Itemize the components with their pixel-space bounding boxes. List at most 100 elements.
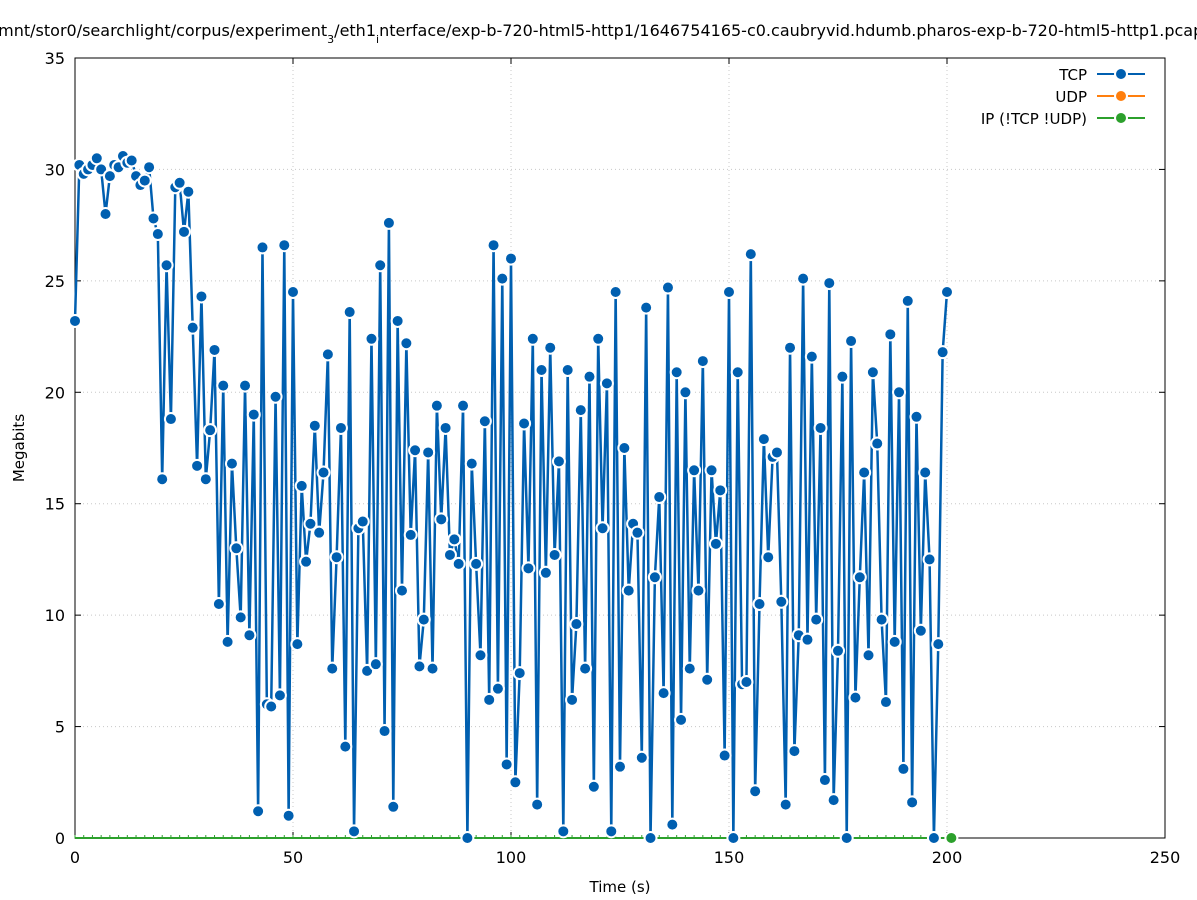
tcp-data-point bbox=[163, 412, 178, 427]
tcp-data-point bbox=[647, 570, 662, 585]
tcp-data-point bbox=[504, 251, 518, 266]
tcp-data-point bbox=[852, 570, 867, 585]
tcp-data-point bbox=[307, 418, 322, 433]
tcp-data-point bbox=[216, 378, 231, 393]
tcp-data-point bbox=[68, 313, 82, 328]
tcp-data-point bbox=[333, 420, 348, 435]
tcp-data-point bbox=[412, 659, 427, 674]
x-tick-label: 150 bbox=[714, 848, 745, 867]
tcp-data-point bbox=[940, 285, 954, 299]
tcp-data-point bbox=[787, 744, 802, 759]
tcp-data-point bbox=[98, 207, 113, 221]
legend-label: IP (!TCP !UDP) bbox=[981, 110, 1087, 128]
tcp-data-point bbox=[669, 365, 684, 380]
tcp-data-point bbox=[499, 757, 514, 772]
tcp-data-point bbox=[251, 804, 266, 819]
tcp-data-point bbox=[848, 690, 863, 705]
tcp-data-point bbox=[473, 648, 488, 663]
tcp-data-point bbox=[878, 695, 893, 710]
tcp-data-point bbox=[617, 441, 632, 455]
tcp-data-point bbox=[172, 175, 187, 190]
tcp-data-point bbox=[233, 610, 248, 625]
tcp-data-point bbox=[586, 779, 601, 794]
tcp-data-point bbox=[268, 389, 283, 404]
tcp-data-point bbox=[294, 478, 309, 493]
tcp-data-point bbox=[857, 465, 872, 480]
tcp-data-point bbox=[456, 398, 471, 413]
tcp-data-point bbox=[373, 258, 388, 273]
tcp-data-point bbox=[826, 793, 841, 808]
tcp-data-point bbox=[565, 692, 580, 707]
tcp-data-point bbox=[534, 363, 549, 377]
legend-marker bbox=[1114, 111, 1128, 125]
tcp-data-point bbox=[368, 657, 383, 672]
tcp-data-point bbox=[931, 637, 946, 652]
tcp-data-point bbox=[224, 456, 239, 471]
tcp-data-point bbox=[831, 643, 845, 658]
tcp-data-point bbox=[408, 443, 423, 458]
tcp-data-point bbox=[190, 458, 205, 473]
tcp-data-point bbox=[438, 420, 453, 435]
tcp-data-point bbox=[547, 547, 562, 562]
tcp-data-point bbox=[813, 420, 828, 435]
tcp-data-point bbox=[900, 293, 915, 308]
tcp-data-point bbox=[613, 759, 627, 774]
tcp-data-point bbox=[142, 160, 157, 175]
tcp-data-point bbox=[660, 280, 675, 295]
y-axis-label: Megabits bbox=[10, 414, 28, 482]
tcp-data-point bbox=[181, 184, 196, 199]
tcp-data-point bbox=[229, 541, 244, 556]
tcp-data-point bbox=[198, 472, 213, 487]
tcp-data-point bbox=[865, 365, 880, 380]
tcp-data-point bbox=[918, 465, 933, 480]
tcp-data-point bbox=[277, 238, 292, 253]
tcp-data-point bbox=[150, 227, 165, 242]
tcp-data-point bbox=[272, 688, 287, 703]
tcp-data-point bbox=[582, 369, 597, 384]
x-axis-label: Time (s) bbox=[589, 878, 651, 896]
tcp-data-point bbox=[416, 612, 431, 627]
tcp-data-point bbox=[329, 550, 344, 565]
tcp-data-point bbox=[905, 795, 920, 810]
tcp-data-point bbox=[935, 345, 950, 360]
tcp-data-point bbox=[783, 340, 798, 355]
tcp-data-point bbox=[137, 173, 152, 188]
tcp-data-point bbox=[338, 739, 353, 754]
y-tick-label: 30 bbox=[45, 160, 65, 179]
tcp-data-point bbox=[255, 240, 270, 255]
tcp-data-point bbox=[678, 385, 693, 400]
tcp-data-point bbox=[425, 661, 440, 676]
tcp-data-point bbox=[722, 285, 736, 299]
tcp-data-point bbox=[896, 761, 911, 776]
tcp-data-point bbox=[726, 831, 741, 845]
tcp-data-point bbox=[809, 612, 824, 627]
tcp-data-point bbox=[922, 552, 937, 567]
tcp-data-point bbox=[870, 436, 885, 451]
tcp-data-point bbox=[124, 153, 139, 168]
tcp-data-point bbox=[377, 724, 392, 739]
tcp-data-point bbox=[687, 463, 702, 478]
y-tick-label: 15 bbox=[45, 495, 65, 514]
tcp-data-point bbox=[220, 634, 235, 649]
tcp-data-point bbox=[495, 271, 510, 286]
tcp-data-point bbox=[761, 550, 776, 565]
tcp-data-point bbox=[551, 454, 566, 469]
tcp-data-point bbox=[312, 525, 327, 540]
tcp-data-point bbox=[242, 628, 257, 643]
tcp-data-point bbox=[560, 363, 575, 377]
tcp-data-point bbox=[146, 211, 161, 226]
tcp-data-point bbox=[691, 583, 706, 598]
tcp-data-point bbox=[442, 547, 457, 562]
y-tick-label: 25 bbox=[45, 272, 65, 291]
tcp-data-point bbox=[730, 365, 745, 380]
tcp-data-point bbox=[595, 521, 610, 536]
tcp-data-point bbox=[395, 583, 409, 598]
tcp-data-point bbox=[739, 675, 754, 689]
tcp-data-point bbox=[913, 623, 928, 638]
tcp-data-point bbox=[486, 238, 501, 253]
tcp-data-point bbox=[194, 289, 209, 304]
tcp-data-point bbox=[203, 423, 218, 438]
tcp-data-point bbox=[674, 712, 689, 727]
tcp-data-point bbox=[883, 327, 898, 342]
